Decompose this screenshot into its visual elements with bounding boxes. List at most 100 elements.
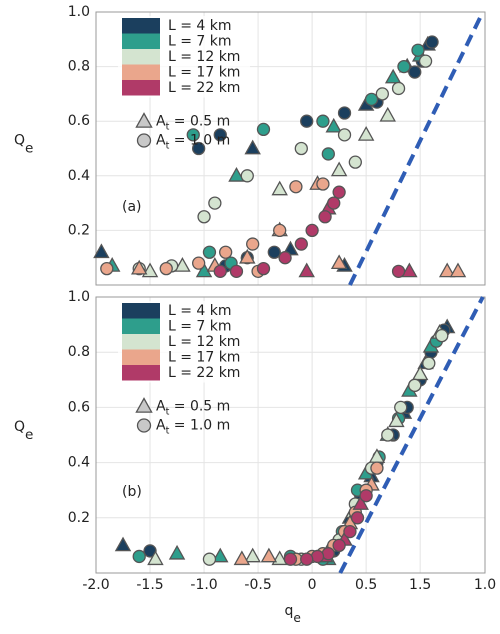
point-triangle [330,254,348,270]
legend-marker-label-main: A [156,133,166,149]
y-tick-label: 0.2 [68,510,90,526]
legend-marker-label-sub: t [166,407,170,418]
x-tick-label: 1.5 [409,577,431,593]
point-circle [273,223,287,238]
point-circle [435,328,449,343]
y-tick-label: 0.8 [68,344,90,360]
point-triangle [298,262,315,278]
point-circle [391,264,406,279]
legend-swatch [122,303,160,319]
legend-marker-label-sub: t [166,141,170,152]
y-axis-label-sub: e [25,141,33,157]
plot-frame [95,296,486,574]
point-circle [364,92,379,107]
legend-label: L = 12 km [168,49,240,65]
point-triangle [388,412,405,428]
y-axis-label: Qe [14,419,33,443]
reference-line [338,296,485,574]
point-circle [143,544,157,558]
point-circle [186,128,200,142]
point-circle [278,251,292,265]
legend-label: L = 17 km [168,64,240,80]
point-circle [240,169,254,183]
point-circle [267,245,281,259]
point-circle [375,87,389,101]
point-triangle [330,161,348,177]
point-circle [310,549,325,564]
point-circle [337,106,352,120]
point-circle [316,114,330,128]
legend-marker-label-suffix: = 0.5 m [169,114,230,130]
x-tick-label: 0.5 [355,577,377,593]
y-tick-label: 0.2 [68,222,90,238]
point-triangle [130,259,148,275]
x-axis-label-sub: e [293,611,301,625]
legend-label: L = 22 km [168,80,240,96]
point-circle [283,552,298,566]
point-triangle [352,495,369,510]
point-circle [418,54,433,68]
x-tick-label: 1.0 [474,577,496,593]
point-triangle [93,243,110,259]
point-circle [159,261,173,276]
point-circle [300,552,314,566]
point-circle [350,511,365,525]
point-triangle [168,544,186,560]
y-tick-label: 0.6 [68,113,90,129]
point-circle [202,552,217,566]
x-tick-label: 0 [308,577,317,593]
point-triangle [239,248,256,264]
legend-marker-label: At = 1.0 m [156,418,230,437]
legend-label: L = 17 km [168,349,240,365]
point-triangle [212,547,229,563]
y-axis-label-main: Q [14,133,25,149]
point-triangle [174,257,191,272]
legend-marker [135,112,153,128]
y-axis-label: Qe [14,133,33,157]
x-tick-label: -1.0 [190,577,217,593]
y-tick-label: 0.6 [68,399,90,415]
point-triangle [233,550,251,566]
point-triangle [449,262,467,278]
point-circle [391,81,406,96]
point-circle [321,547,335,561]
y-tick-label: 0.4 [68,168,90,184]
legend-marker-label: At = 0.5 m [156,114,230,133]
legend-marker-label-sub: t [166,122,170,133]
point-triangle [228,166,245,182]
point-circle [202,245,217,259]
x-axis-label: qe [285,603,301,625]
y-tick-label: 0.4 [68,455,90,471]
point-circle [100,261,114,276]
point-triangle [401,262,418,278]
point-triangle [260,547,278,563]
point-circle [256,261,271,276]
point-triangle [114,536,132,552]
legend-swatch [122,18,160,34]
point-circle [219,245,233,259]
legend-label: L = 4 km [168,18,232,34]
point-circle [213,264,227,279]
legend-label: L = 7 km [168,318,232,334]
point-circle [425,35,439,49]
point-circle [394,400,408,415]
point-circle [192,256,206,270]
point-circle [294,237,308,251]
point-triangle [379,106,396,122]
legend-marker-label-suffix: = 1.0 m [169,133,230,149]
point-circle [332,538,346,553]
point-circle [343,524,357,539]
point-circle [411,43,425,57]
panel-label: (b) [122,484,142,500]
legend-marker-label-sub: t [166,426,170,437]
y-tick-label: 1.0 [68,289,90,305]
y-axis-label-sub: e [25,427,33,443]
point-triangle [325,117,342,133]
point-circle [246,237,260,251]
point-circle [300,114,314,128]
point-circle [213,128,227,142]
point-circle [348,155,362,169]
legend-swatch [122,349,160,365]
x-axis-label-main: q [285,603,294,619]
